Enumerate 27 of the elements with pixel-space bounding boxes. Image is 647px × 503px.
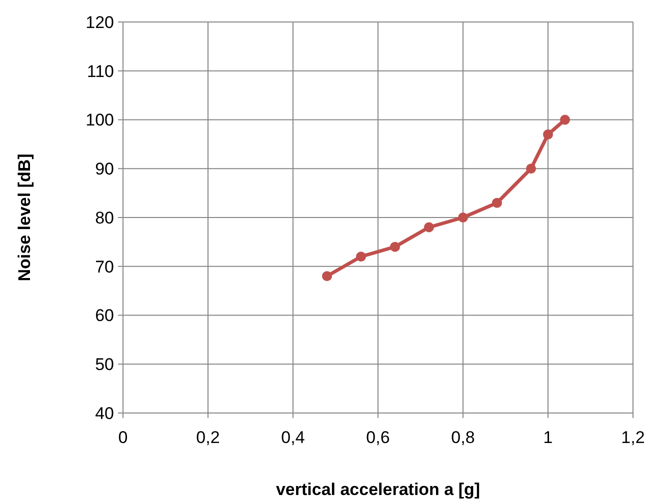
y-tick-label: 60 [95, 306, 114, 326]
point [322, 271, 332, 282]
y-axis-title: Noise level [dB] [15, 154, 34, 282]
y-tick-label: 50 [95, 355, 114, 374]
x-axis-title: vertical acceleration a [g] [276, 480, 480, 499]
x-tick-label: 0 [118, 428, 128, 447]
y-tick-label: 110 [86, 62, 114, 81]
y-tick-label: 70 [95, 257, 114, 276]
point [424, 222, 434, 232]
x-tick-label: 0,6 [366, 428, 390, 447]
y-tick-label: 100 [86, 110, 114, 130]
x-tick-label: 1 [543, 428, 553, 447]
point [560, 114, 570, 125]
y-tick-label: 120 [86, 12, 114, 32]
point [526, 164, 536, 174]
point [356, 252, 366, 262]
x-tick-label: 0,2 [196, 428, 220, 447]
y-tick-label: 90 [95, 160, 114, 179]
y-tick-label: 80 [95, 208, 114, 228]
y-tick-label: 40 [95, 404, 114, 423]
point [492, 198, 502, 208]
point [390, 242, 400, 252]
point [458, 212, 468, 222]
point [543, 129, 553, 140]
x-tick-label: 1,2 [621, 428, 645, 447]
x-tick-label: 0,4 [281, 428, 305, 447]
x-tick-label: 0,8 [451, 428, 475, 447]
